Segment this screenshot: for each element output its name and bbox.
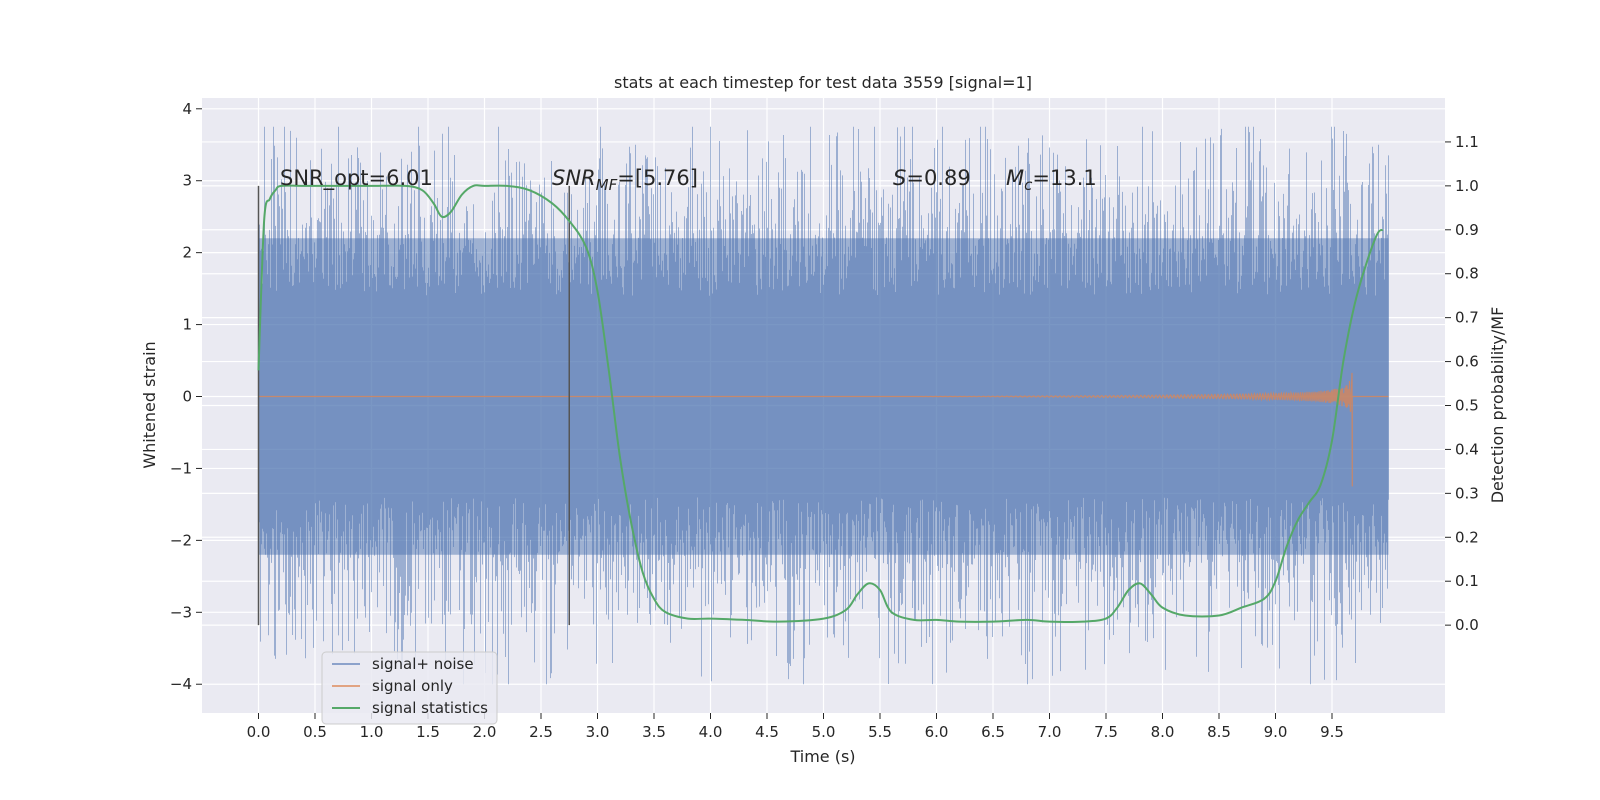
legend-label-signal-only: signal only	[372, 677, 453, 695]
left-y-tick-label: −1	[170, 459, 192, 477]
left-y-tick-label: 1	[182, 316, 192, 334]
annotation-s: S=0.89	[893, 166, 971, 190]
x-tick-label: 6.5	[981, 723, 1005, 741]
x-tick-label: 4.0	[699, 723, 723, 741]
x-tick-label: 8.5	[1207, 723, 1231, 741]
x-tick-label: 7.0	[1038, 723, 1062, 741]
right-y-tick-label: 0.6	[1455, 353, 1479, 371]
right-y-tick-label: 0.9	[1455, 221, 1479, 239]
x-tick-label: 2.0	[473, 723, 497, 741]
chirp-trace	[258, 372, 1389, 487]
x-tick-label: 9.0	[1264, 723, 1288, 741]
series-signal-only	[258, 372, 1389, 487]
x-tick-label: 9.5	[1320, 723, 1344, 741]
legend-box	[321, 651, 498, 725]
x-tick-label: 2.5	[529, 723, 553, 741]
x-tick-label: 1.5	[416, 723, 440, 741]
legend-label-signal-statistics: signal statistics	[372, 699, 488, 717]
left-y-axis-label: Whitened strain	[140, 341, 159, 468]
annotation-snr-opt: SNR_opt=6.01	[280, 166, 433, 191]
x-tick-label: 8.0	[1151, 723, 1175, 741]
x-tick-label: 4.5	[755, 723, 779, 741]
right-y-tick-label: 0.5	[1455, 397, 1479, 415]
legend-label-signal-noise: signal+ noise	[372, 655, 474, 673]
right-y-tick-label: 0.0	[1455, 616, 1479, 634]
x-tick-label: 0.5	[303, 723, 327, 741]
left-y-tick-label: 2	[182, 244, 192, 262]
left-y-tick-label: −3	[170, 603, 192, 621]
left-y-axis-ticks: 4 3 2 1 0 −1 −2 −3 −4	[170, 100, 202, 693]
right-y-tick-label: 1.1	[1455, 133, 1479, 151]
x-tick-label: 0.0	[247, 723, 271, 741]
statistics-line	[257, 184, 1384, 623]
x-tick-label: 3.0	[586, 723, 610, 741]
x-tick-label: 1.0	[360, 723, 384, 741]
series-signal-statistics	[257, 184, 1384, 623]
left-y-tick-label: −4	[170, 675, 192, 693]
x-axis-ticks: 0.0 0.5 1.0 1.5 2.0 2.5 3.0 3.5 4.0 4.5 5.0 5.5 6.0 6…	[247, 713, 1344, 741]
chart-title: stats at each timestep for test data 355…	[614, 73, 1032, 92]
right-y-tick-label: 0.7	[1455, 309, 1479, 327]
left-y-tick-label: −2	[170, 531, 192, 549]
x-tick-label: 5.5	[868, 723, 892, 741]
right-y-tick-label: 0.8	[1455, 265, 1479, 283]
right-y-tick-label: 0.1	[1455, 572, 1479, 590]
right-y-axis-ticks: 1.1 1.0 0.9 0.8 0.7 0.6 0.5 0.4 0.3 0.2 0.1 0.0	[1445, 133, 1479, 634]
x-tick-label: 6.0	[925, 723, 949, 741]
right-y-tick-label: 0.4	[1455, 440, 1479, 458]
x-tick-label: 7.5	[1094, 723, 1118, 741]
legend: signal+ noise signal only signal statist…	[321, 651, 498, 725]
left-y-tick-label: 0	[182, 388, 192, 406]
x-tick-label: 5.0	[812, 723, 836, 741]
left-y-tick-label: 4	[182, 100, 192, 118]
right-y-tick-label: 1.0	[1455, 177, 1479, 195]
annotation-snr-mf: SNRMF=[5.76]	[552, 166, 698, 194]
right-y-axis-label: Detection probability/MF	[1488, 307, 1507, 504]
right-y-tick-label: 0.2	[1455, 528, 1479, 546]
x-tick-label: 3.5	[642, 723, 666, 741]
annotation-mc: Mc=13.1	[1006, 166, 1097, 194]
left-y-tick-label: 3	[182, 172, 192, 190]
right-y-tick-label: 0.3	[1455, 484, 1479, 502]
x-axis-label: Time (s)	[789, 747, 855, 766]
vertical-markers	[257, 185, 570, 626]
